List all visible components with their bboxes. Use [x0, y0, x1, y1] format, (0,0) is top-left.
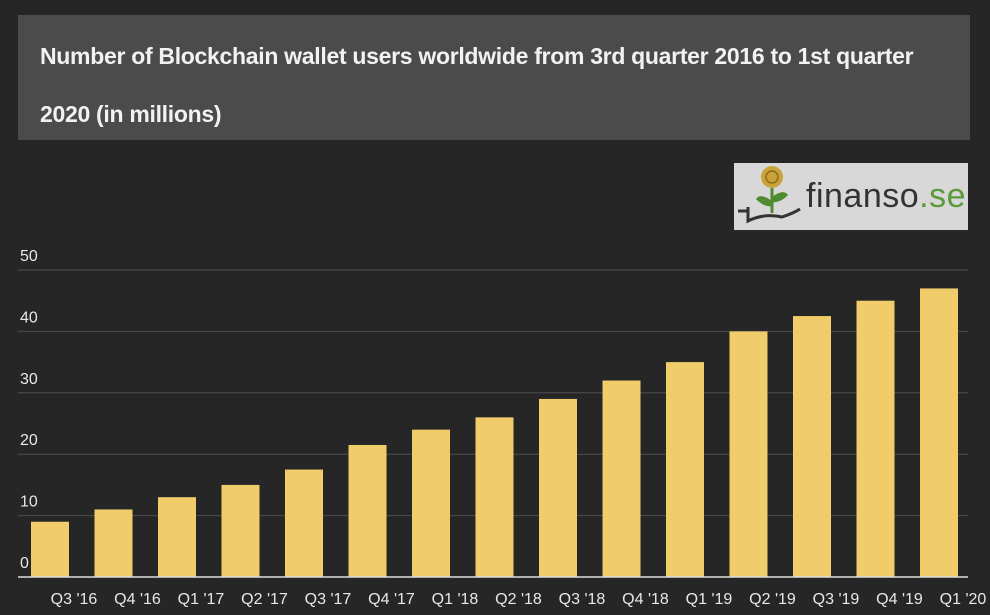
- x-tick-label: Q4 '17: [368, 591, 415, 608]
- x-tick-label: Q3 '19: [813, 591, 860, 608]
- x-tick-label: Q4 '19: [876, 591, 923, 608]
- bar: [94, 509, 133, 577]
- x-tick-label: Q2 '18: [495, 591, 542, 608]
- bar: [475, 417, 514, 577]
- x-tick-label: Q3 '18: [559, 591, 606, 608]
- logo-text: finanso.se: [806, 177, 966, 216]
- y-tick-label: 40: [20, 309, 38, 326]
- chart-title: Number of Blockchain wallet users worldw…: [40, 43, 914, 127]
- x-tick-label: Q3 '16: [51, 591, 98, 608]
- bar: [920, 288, 958, 577]
- bar: [158, 497, 196, 577]
- bar: [666, 362, 704, 577]
- y-tick-label: 30: [20, 371, 38, 388]
- y-tick-label: 20: [20, 432, 38, 449]
- x-tick-label: Q2 '17: [241, 591, 288, 608]
- bar: [602, 380, 641, 577]
- bar: [221, 484, 260, 577]
- logo-name: finanso: [806, 177, 920, 215]
- x-tick-label: Q1 '20: [940, 591, 987, 608]
- x-tick-label: Q1 '19: [686, 591, 733, 608]
- y-tick-label: 0: [20, 555, 29, 572]
- x-tick-label: Q2 '19: [749, 591, 796, 608]
- logo-icon: [738, 166, 801, 224]
- logo-suffix: .se: [919, 177, 966, 215]
- x-tick-label: Q1 '18: [432, 591, 479, 608]
- x-tick-label: Q4 '16: [114, 591, 161, 608]
- x-tick-label: Q3 '17: [305, 591, 352, 608]
- logo: finanso.se: [734, 163, 968, 230]
- bar: [729, 331, 768, 577]
- bar: [412, 429, 450, 577]
- title-box: Number of Blockchain wallet users worldw…: [18, 15, 970, 140]
- bar: [31, 521, 69, 577]
- y-tick-label: 10: [20, 494, 38, 511]
- bar: [793, 316, 831, 577]
- x-tick-label: Q1 '17: [178, 591, 225, 608]
- y-tick-label: 50: [20, 248, 38, 265]
- bar: [856, 300, 895, 577]
- bar: [285, 469, 323, 577]
- x-tick-label: Q4 '18: [622, 591, 669, 608]
- bar: [348, 444, 387, 577]
- bar: [539, 398, 577, 577]
